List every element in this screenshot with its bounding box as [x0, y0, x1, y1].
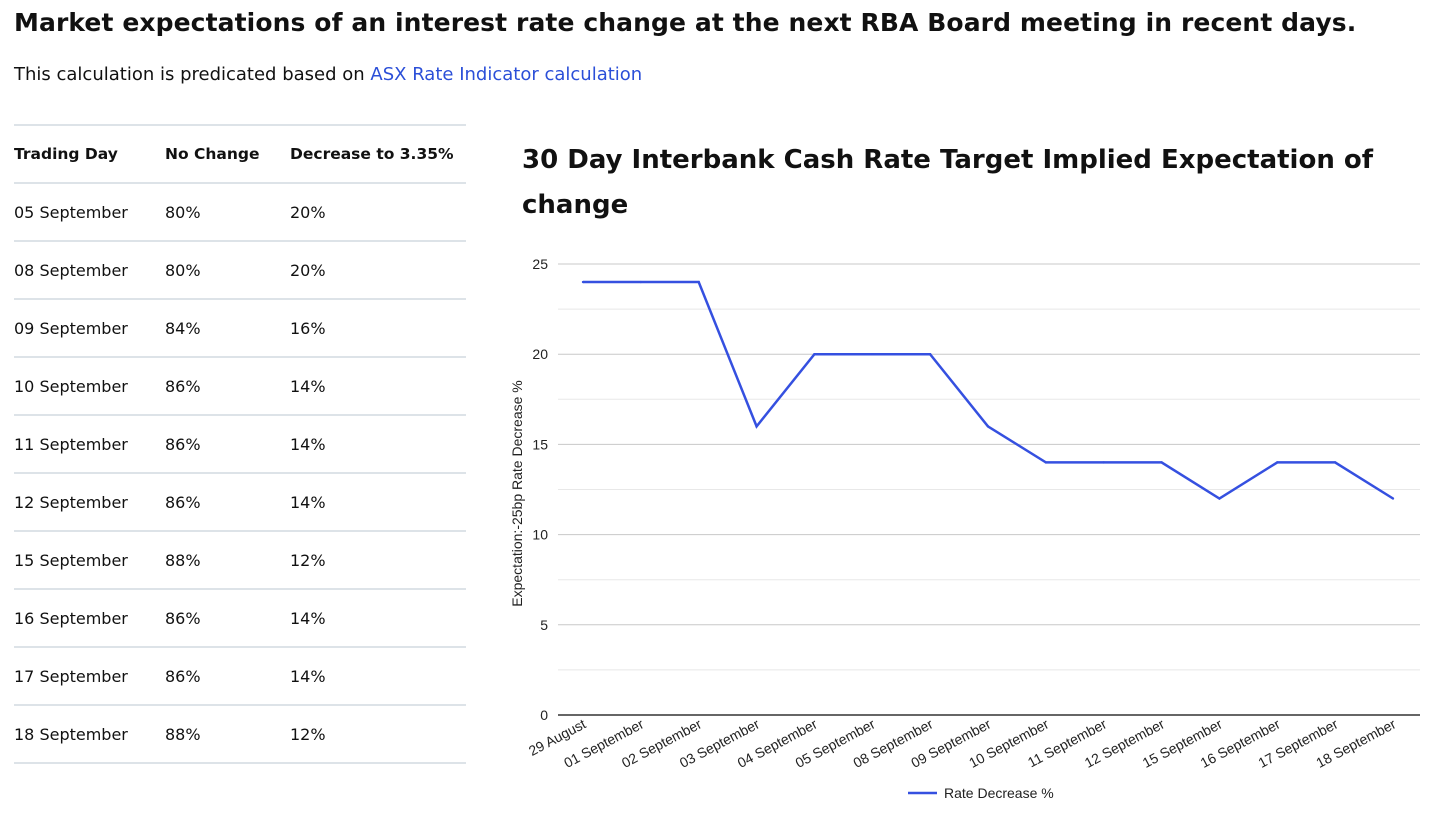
cell-no-change: 80%	[165, 241, 290, 300]
y-tick-label: 0	[540, 707, 548, 723]
cell-no-change: 84%	[165, 299, 290, 358]
cell-no-change: 86%	[165, 357, 290, 416]
chart-title: 30 Day Interbank Cash Rate Target Implie…	[522, 145, 1374, 220]
data-point	[928, 353, 932, 356]
cell-trading-day: 16 September	[14, 589, 165, 648]
cell-trading-day: 18 September	[14, 705, 165, 764]
cell-decrease: 14%	[290, 415, 466, 474]
cell-no-change: 86%	[165, 647, 290, 706]
table-row: 15 September 88% 12%	[14, 531, 466, 590]
subtitle-text: This calculation is predicated based on	[14, 64, 371, 85]
y-tick-label: 5	[540, 617, 548, 633]
cell-decrease: 20%	[290, 241, 466, 300]
data-point	[1102, 461, 1105, 464]
line-chart: 0 5 10 15 20 25 Expectation:-25bp Rate Decreas…	[509, 256, 1420, 801]
cell-decrease: 14%	[290, 473, 466, 532]
cell-trading-day: 15 September	[14, 531, 165, 590]
cell-decrease: 14%	[290, 589, 466, 648]
table-body: 05 September 80% 20% 08 September 80% 20% 09 S…	[14, 183, 466, 764]
cell-no-change: 88%	[165, 531, 290, 590]
table-header-row: Trading Day No Change Decrease to 3.35%	[14, 125, 466, 184]
asx-rate-indicator-link[interactable]: ASX Rate Indicator calculation	[370, 64, 643, 85]
table-row: 08 September 80% 20%	[14, 241, 466, 300]
subtitle: This calculation is predicated based on …	[14, 64, 642, 85]
cell-trading-day: 08 September	[14, 241, 165, 300]
y-tick-label: 10	[532, 527, 548, 543]
cell-decrease: 16%	[290, 299, 466, 358]
y-tick-label: 15	[532, 436, 548, 452]
column-header-trading-day: Trading Day	[14, 125, 165, 184]
cell-decrease: 12%	[290, 705, 466, 764]
cell-trading-day: 09 September	[14, 299, 165, 358]
y-tick-label: 25	[532, 256, 548, 272]
cell-trading-day: 17 September	[14, 647, 165, 706]
cell-trading-day: 05 September	[14, 183, 165, 242]
cell-decrease: 14%	[290, 647, 466, 706]
data-point	[1160, 461, 1163, 464]
table-row: 18 September 88% 12%	[14, 705, 466, 764]
cell-trading-day: 12 September	[14, 473, 165, 532]
cell-no-change: 86%	[165, 415, 290, 474]
data-point	[871, 353, 874, 356]
y-axis-label: Expectation:-25bp Rate Decrease %	[509, 380, 525, 606]
cell-trading-day: 11 September	[14, 415, 165, 474]
series-line-0	[583, 280, 1394, 500]
data-point	[755, 425, 758, 428]
data-point	[639, 280, 643, 284]
table-row: 11 September 86% 14%	[14, 415, 466, 474]
data-point	[1391, 497, 1395, 500]
column-header-no-change: No Change	[165, 125, 290, 184]
data-point	[1333, 461, 1337, 464]
cell-no-change: 80%	[165, 183, 290, 242]
cell-trading-day: 10 September	[14, 357, 165, 416]
table-row: 17 September 86% 14%	[14, 647, 466, 706]
rate-expectation-table: Trading Day No Change Decrease to 3.35% …	[14, 124, 466, 764]
cell-no-change: 86%	[165, 473, 290, 532]
data-point	[697, 280, 700, 284]
legend-label: Rate Decrease %	[944, 785, 1054, 801]
column-header-decrease: Decrease to 3.35%	[290, 125, 466, 184]
table-row: 12 September 86% 14%	[14, 473, 466, 532]
cell-no-change: 88%	[165, 705, 290, 764]
cell-decrease: 12%	[290, 531, 466, 590]
table-row: 16 September 86% 14%	[14, 589, 466, 648]
table-row: 09 September 84% 16%	[14, 299, 466, 358]
data-point	[581, 280, 585, 284]
cell-decrease: 20%	[290, 183, 466, 242]
cell-decrease: 14%	[290, 357, 466, 416]
cell-no-change: 86%	[165, 589, 290, 648]
data-point	[986, 425, 990, 428]
data-point	[1218, 497, 1221, 500]
y-tick-label: 20	[532, 346, 548, 362]
page-title: Market expectations of an interest rate …	[14, 8, 1357, 37]
data-point	[813, 353, 816, 356]
data-point	[1276, 461, 1279, 464]
table-row: 05 September 80% 20%	[14, 183, 466, 242]
data-point	[1044, 461, 1048, 464]
table-row: 10 September 86% 14%	[14, 357, 466, 416]
